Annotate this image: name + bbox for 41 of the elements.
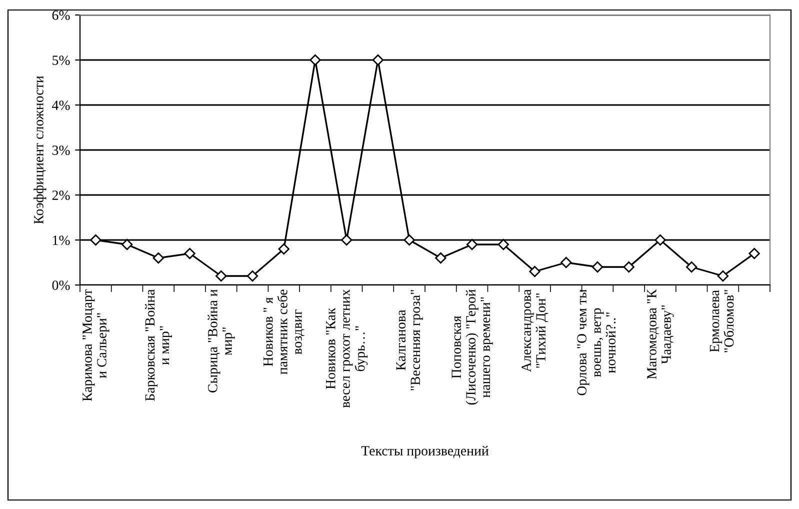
x-tick-label: Магомедова "К Чаадаеву" bbox=[647, 289, 674, 380]
point bbox=[152, 252, 164, 264]
point bbox=[654, 234, 666, 246]
x-axis-title: Тексты произведений bbox=[361, 446, 489, 458]
y-axis-title: Коэффициент сложности bbox=[34, 76, 46, 224]
point bbox=[340, 234, 352, 246]
point bbox=[184, 248, 196, 260]
point bbox=[216, 270, 227, 282]
x-tick-label: Барковская "Война и мир" bbox=[144, 289, 172, 401]
x-tick-label: Орлова "О чем ты воешь, ветр ночной?.." bbox=[577, 289, 616, 396]
y-tick-label: 5% bbox=[52, 56, 70, 65]
point bbox=[466, 238, 478, 250]
point bbox=[404, 234, 415, 246]
y-tick-label: 0% bbox=[52, 280, 70, 290]
point bbox=[560, 256, 572, 268]
point bbox=[686, 261, 698, 273]
y-tick-label: 2% bbox=[52, 190, 70, 200]
x-tick-label: Калганова "Весенняя гроза" bbox=[396, 290, 423, 390]
point bbox=[498, 238, 510, 250]
point bbox=[121, 238, 133, 250]
x-tick-label: Сырица "Война и мир" bbox=[208, 289, 235, 392]
point bbox=[435, 252, 446, 264]
point bbox=[372, 54, 384, 66]
point bbox=[90, 234, 102, 246]
point bbox=[592, 261, 604, 273]
y-tick-label: 1% bbox=[52, 236, 70, 245]
point bbox=[310, 54, 321, 66]
point bbox=[278, 243, 290, 255]
x-tick-label: Александрова "Тихий Дон" bbox=[522, 289, 548, 372]
x-tick-label: Ермолаева "Обломов" bbox=[710, 290, 734, 352]
y-tick-label: 3% bbox=[52, 146, 70, 155]
point bbox=[246, 270, 258, 282]
point bbox=[717, 270, 729, 282]
point bbox=[748, 248, 760, 260]
x-tick-label: Каримова "Моцарт и Сальери" bbox=[82, 289, 110, 402]
y-tick-label: 4% bbox=[52, 100, 70, 110]
x-tick-label: Новиков "Как весел грохот летних бурь…" bbox=[326, 289, 368, 408]
x-tick-label: Поповская (Лисоченко) "Герой нашего времени" bbox=[452, 289, 493, 405]
y-tick-label: 6% bbox=[52, 10, 70, 20]
point bbox=[529, 266, 540, 278]
point bbox=[623, 261, 634, 273]
